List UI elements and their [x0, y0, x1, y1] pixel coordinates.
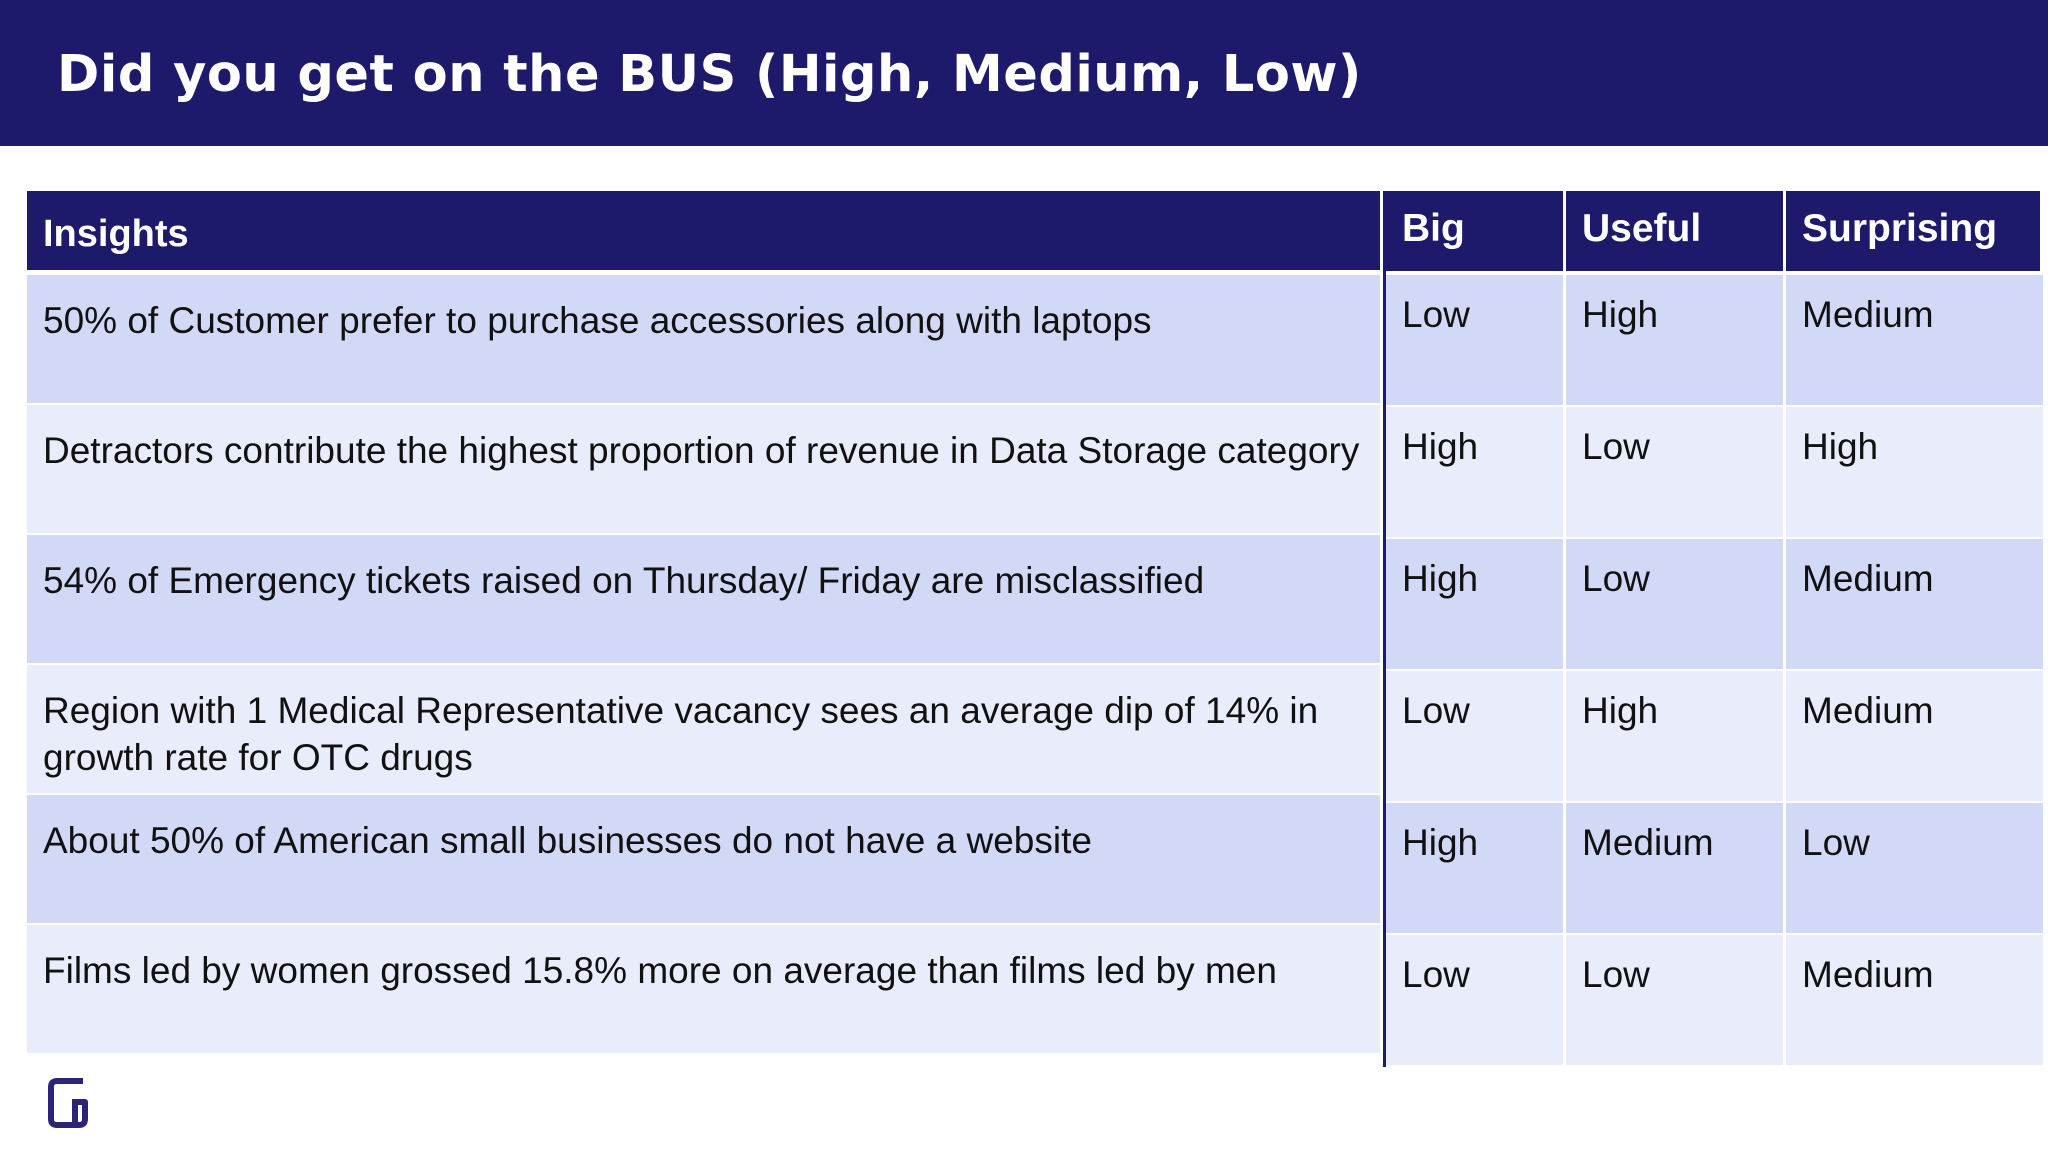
insight-row: Region with 1 Medical Representative vac… [27, 665, 1380, 795]
rating-surprising: High [1783, 407, 2040, 537]
rating-row: Low High Medium [1386, 275, 2043, 407]
rating-useful: High [1563, 275, 1783, 405]
rating-surprising: Medium [1783, 275, 2040, 405]
header-surprising: Surprising [1783, 191, 2040, 271]
insights-header: Insights [27, 191, 1380, 275]
insight-row: 50% of Customer prefer to purchase acces… [27, 275, 1380, 405]
rating-row: High Low High [1386, 407, 2043, 539]
slide-title: Did you get on the BUS (High, Medium, Lo… [57, 45, 1362, 104]
insight-row: About 50% of American small businesses d… [27, 795, 1380, 925]
rating-big: Low [1402, 690, 1470, 731]
insight-row: Films led by women grossed 15.8% more on… [27, 925, 1380, 1055]
ratings-table: Big Useful Surprising Low High Medium Hi… [1383, 191, 2043, 1067]
ratings-header-row: Big Useful Surprising [1386, 191, 2043, 275]
rating-big: High [1402, 558, 1479, 599]
rating-row: High Medium Low [1386, 803, 2043, 935]
rating-row: High Low Medium [1386, 539, 2043, 671]
insight-row: Detractors contribute the highest propor… [27, 405, 1380, 535]
header-useful: Useful [1563, 191, 1783, 271]
title-bar: Did you get on the BUS (High, Medium, Lo… [0, 0, 2048, 146]
rating-surprising: Medium [1783, 935, 2040, 1065]
header-big: Big [1386, 191, 1563, 271]
insights-table: Insights 50% of Customer prefer to purch… [27, 191, 1380, 1055]
rating-big: Low [1402, 294, 1470, 335]
rating-surprising: Low [1783, 803, 2040, 933]
rating-big: High [1402, 426, 1479, 467]
rating-row: Low Low Medium [1386, 935, 2043, 1067]
rating-useful: Low [1563, 407, 1783, 537]
rating-big: High [1402, 822, 1479, 863]
rating-useful: Low [1563, 539, 1783, 669]
rating-useful: Low [1563, 935, 1783, 1065]
rating-row: Low High Medium [1386, 671, 2043, 803]
insight-row: 54% of Emergency tickets raised on Thurs… [27, 535, 1380, 665]
rating-big: Low [1402, 954, 1470, 995]
rating-useful: Medium [1563, 803, 1783, 933]
brand-g-logo-icon [48, 1078, 88, 1128]
rating-useful: High [1563, 671, 1783, 801]
rating-surprising: Medium [1783, 671, 2040, 801]
rating-surprising: Medium [1783, 539, 2040, 669]
